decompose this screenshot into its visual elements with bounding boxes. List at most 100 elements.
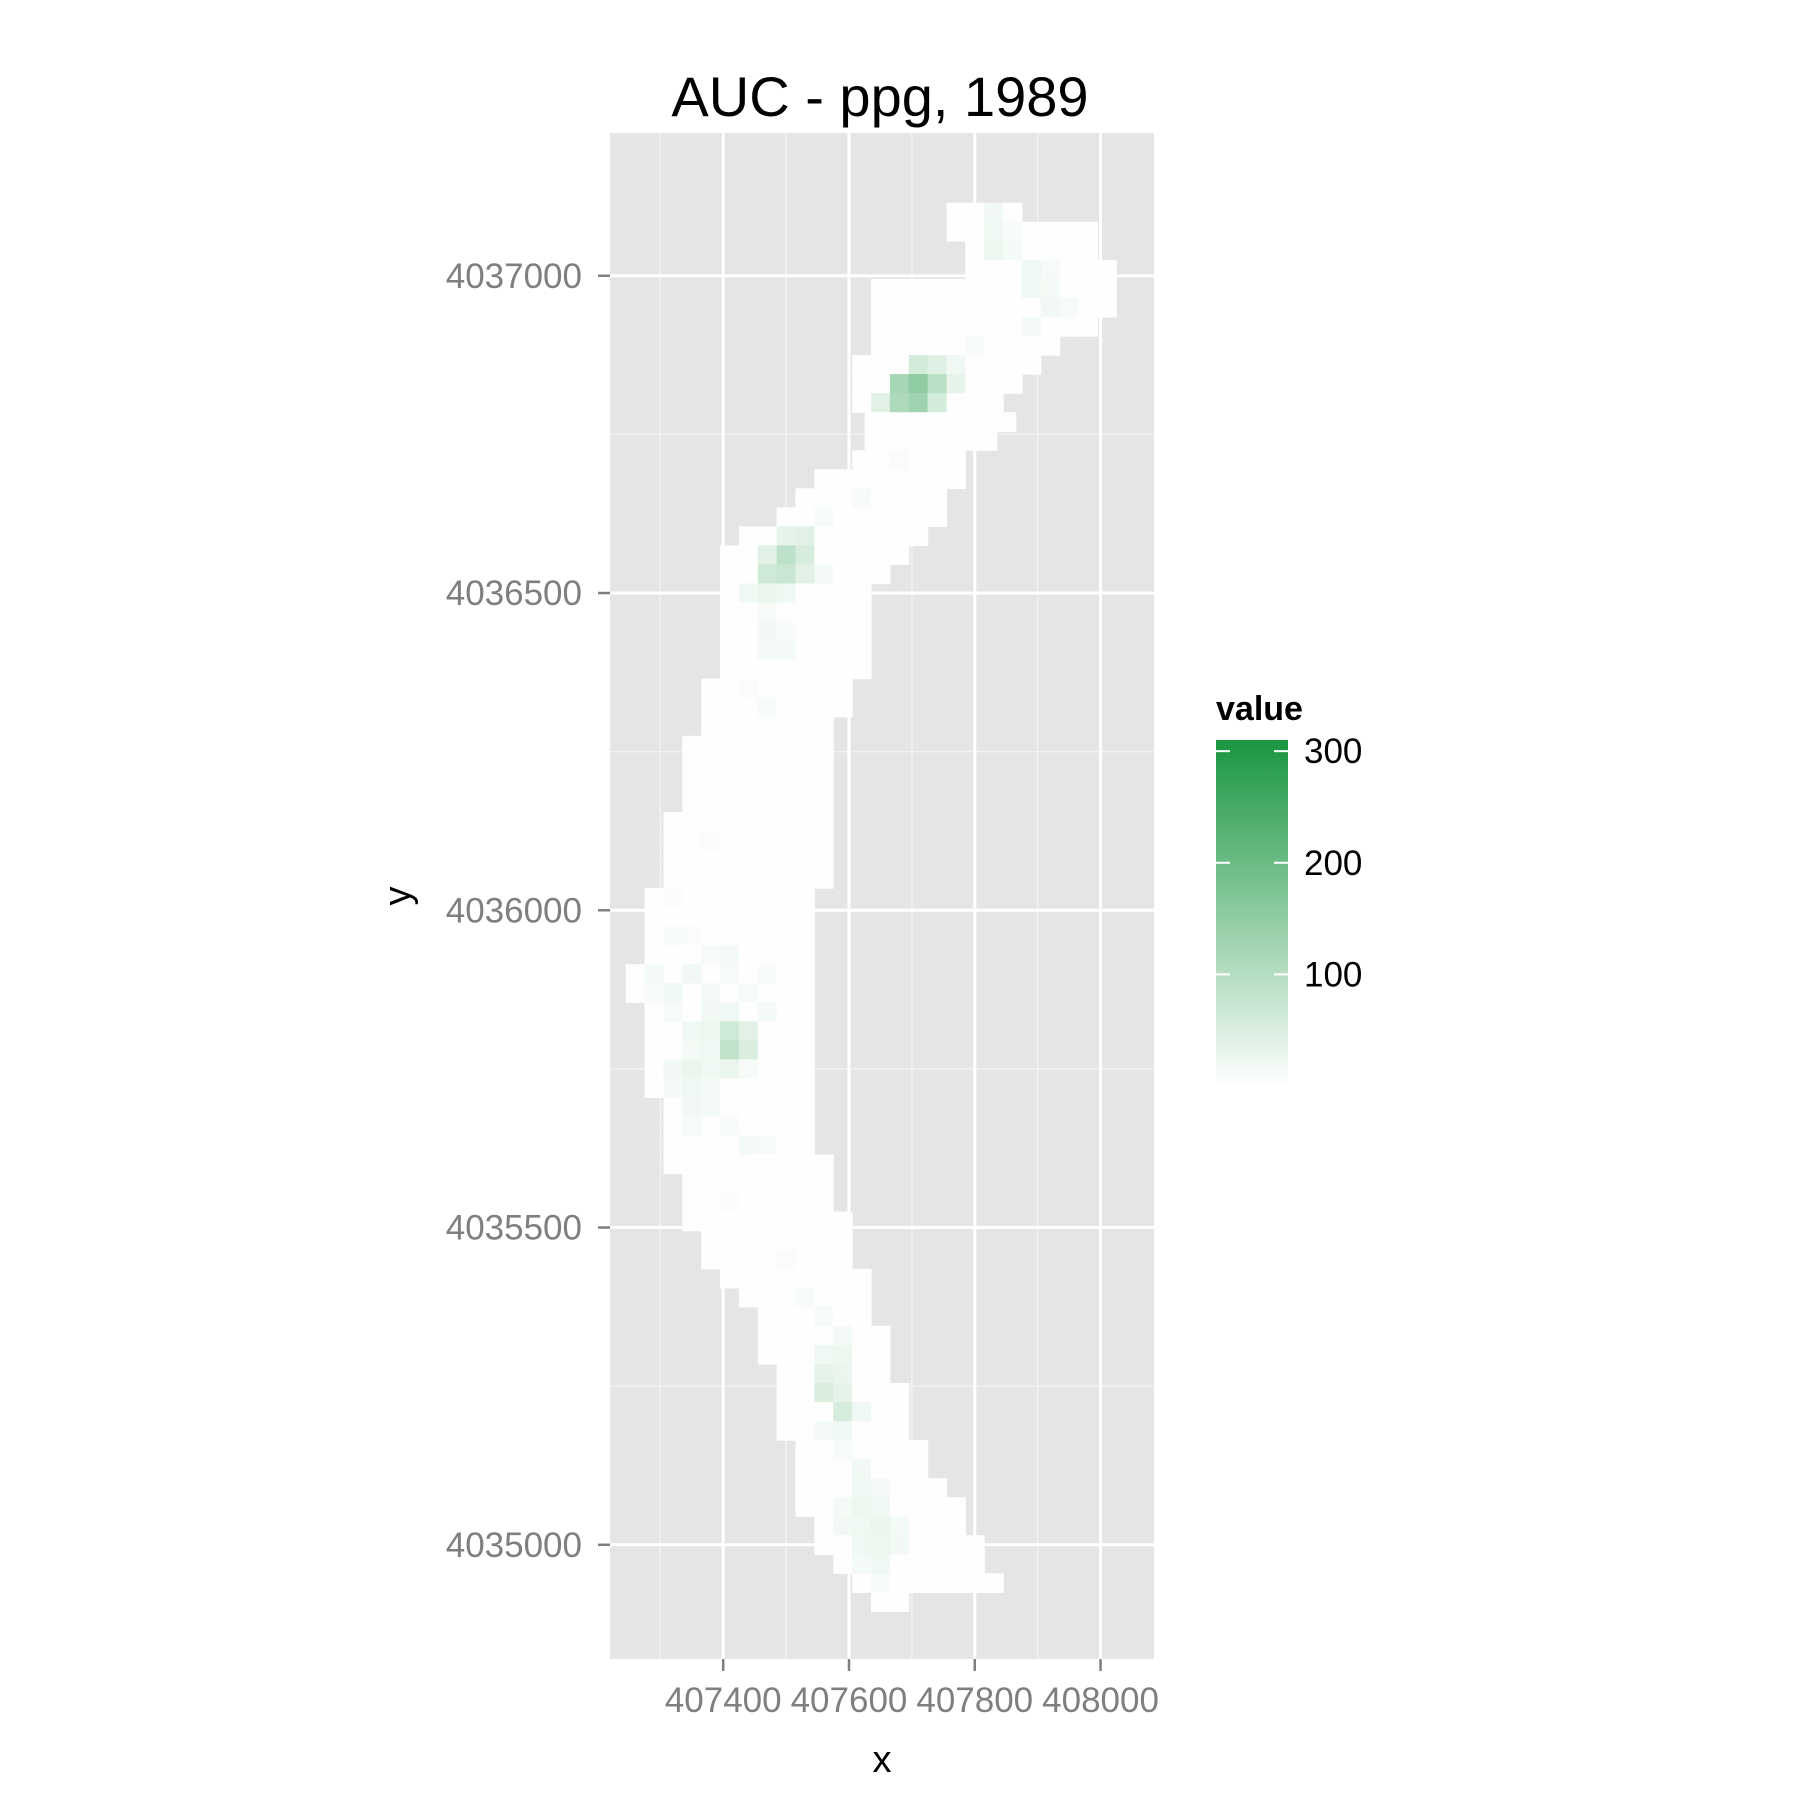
heatmap-cell <box>1040 259 1061 280</box>
heatmap-cell <box>833 602 853 623</box>
heatmap-cell <box>720 1154 740 1175</box>
heatmap-cell <box>701 1173 721 1194</box>
heatmap-cell <box>870 1363 891 1384</box>
heatmap-cell <box>776 907 797 927</box>
heatmap-cell <box>1003 202 1023 223</box>
heatmap-cell <box>814 1249 834 1270</box>
heatmap-cell <box>889 1554 910 1574</box>
heatmap-cell <box>720 792 740 813</box>
heatmap-cell <box>795 1287 815 1308</box>
heatmap-cell <box>1003 317 1023 337</box>
heatmap-cell <box>776 1325 797 1346</box>
heatmap-cell <box>852 469 872 489</box>
heatmap-cell <box>852 1535 872 1555</box>
heatmap-cell <box>870 1402 891 1422</box>
heatmap-cell <box>852 659 872 680</box>
heatmap-cell <box>870 1592 891 1613</box>
heatmap-cell <box>908 317 929 337</box>
heatmap-cell <box>852 1268 872 1289</box>
heatmap-cell <box>757 583 778 604</box>
heatmap-cell <box>908 1478 929 1498</box>
heatmap-cell <box>1021 240 1042 261</box>
heatmap-cell <box>625 964 646 984</box>
colorbar-legend: value 100 200 300 <box>1216 690 1362 1086</box>
x-tick-label: 407400 <box>665 1681 782 1720</box>
heatmap-cell <box>738 983 759 1003</box>
heatmap-cell <box>814 1363 834 1384</box>
heatmap-cell <box>833 545 853 566</box>
heatmap-cell <box>795 735 815 756</box>
heatmap-cell <box>795 1040 815 1060</box>
heatmap-cell <box>720 1002 740 1022</box>
heatmap-cell <box>776 602 797 623</box>
heatmap-cell <box>996 412 1017 432</box>
heatmap-cell <box>663 1154 683 1175</box>
heatmap-cell <box>814 1459 834 1479</box>
heatmap-cell <box>864 431 885 451</box>
heatmap-cell <box>870 545 891 566</box>
heatmap-cell <box>738 849 759 870</box>
heatmap-cell <box>644 1021 665 1041</box>
heatmap-cell <box>965 374 985 394</box>
heatmap-cell <box>1059 317 1080 337</box>
heatmap-cell <box>852 1573 872 1593</box>
heatmap-cell <box>720 964 740 984</box>
heatmap-cell <box>833 1402 853 1422</box>
heatmap-cell <box>814 583 834 604</box>
heatmap-cell <box>1097 297 1117 318</box>
heatmap-cell <box>738 907 759 927</box>
heatmap-cell <box>795 1459 815 1479</box>
heatmap-cell <box>870 564 891 585</box>
heatmap-cell <box>1059 259 1080 280</box>
heatmap-cell <box>738 526 759 547</box>
heatmap-cell <box>965 393 985 413</box>
heatmap-cell <box>701 869 721 889</box>
heatmap-cell <box>814 1211 834 1232</box>
heatmap-cell <box>833 1363 853 1384</box>
heatmap-cell <box>965 1554 985 1574</box>
heatmap-cell <box>795 1021 815 1041</box>
x-tick-label: 407600 <box>791 1681 908 1720</box>
heatmap-cell <box>1021 297 1042 318</box>
heatmap-cell <box>663 1021 683 1041</box>
y-axis-title: y <box>377 887 419 906</box>
heatmap-cell <box>833 1421 853 1441</box>
heatmap-cell <box>663 830 683 851</box>
heatmap-cell <box>757 888 778 908</box>
heatmap-cell <box>852 1363 872 1384</box>
heatmap-cell <box>889 317 910 337</box>
heatmap-cell <box>757 773 778 794</box>
heatmap-cell <box>927 488 948 508</box>
heatmap-cell <box>757 678 778 699</box>
heatmap-cell <box>776 1363 797 1384</box>
heatmap-cell <box>814 1230 834 1251</box>
heatmap-cell <box>738 1040 759 1060</box>
heatmap-cell <box>701 1116 721 1137</box>
heatmap-cell <box>814 1344 834 1365</box>
heatmap-cell <box>814 1173 834 1194</box>
heatmap-cell <box>864 412 885 432</box>
heatmap-cell <box>814 830 834 851</box>
heatmap-cell <box>927 1535 948 1555</box>
heatmap-cell <box>795 545 815 566</box>
heatmap-cell <box>965 297 985 318</box>
heatmap-cell <box>946 1554 966 1574</box>
heatmap-cell <box>883 412 904 432</box>
heatmap-cell <box>870 1535 891 1555</box>
heatmap-cell <box>738 1268 759 1289</box>
heatmap-cell <box>814 640 834 661</box>
heatmap-cell <box>795 697 815 718</box>
heatmap-cell <box>852 355 872 375</box>
heatmap-cell <box>870 488 891 508</box>
heatmap-cell <box>720 697 740 718</box>
heatmap-cell <box>720 545 740 566</box>
heatmap-cell <box>965 221 985 242</box>
heatmap-cell <box>1021 336 1042 356</box>
heatmap-cell <box>833 469 853 489</box>
heatmap-cell <box>757 1211 778 1232</box>
heatmap-cell <box>833 1478 853 1498</box>
heatmap-cell <box>776 983 797 1003</box>
heatmap-cell <box>814 1440 834 1460</box>
heatmap-cell <box>870 526 891 547</box>
heatmap-cell <box>814 716 834 737</box>
